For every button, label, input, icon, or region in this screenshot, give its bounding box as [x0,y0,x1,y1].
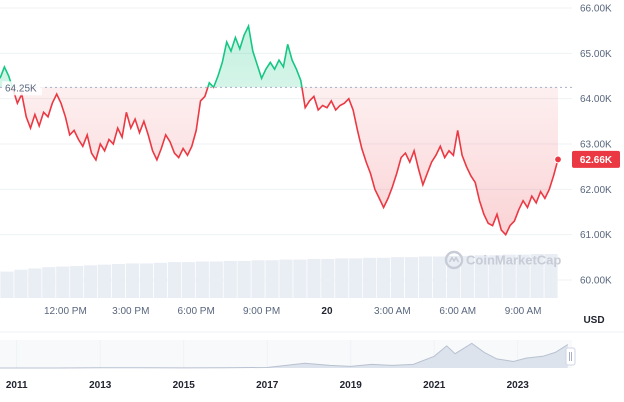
volume-bar [363,257,377,298]
overview-x-tick-label: 2011 [6,380,28,391]
y-tick-label: 66.00K [580,4,612,15]
volume-bar [321,259,335,298]
volume-bar [28,268,42,298]
volume-bar [56,266,70,298]
volume-bar [488,255,502,298]
overview-x-axis: 2011 2013 2015 2017 2019 2021 2023 [6,380,529,391]
volume-bar [377,257,391,298]
area-above-reference [0,26,558,88]
overview-x-tick-label: 2019 [340,380,363,391]
watermark-text: CoinMarketCap [466,253,561,268]
volume-bar [404,257,419,298]
price-line-above [0,23,303,88]
area-below-reference [12,87,558,235]
volume-bar [474,255,488,298]
x-tick-label: 3:00 AM [374,306,411,317]
x-tick-label: 6:00 PM [178,306,215,317]
volume-bar [293,259,307,298]
y-tick-label: 61.00K [580,230,612,241]
reference-price-label: 64.25K [5,83,37,94]
volume-bar [516,254,530,298]
y-tick-label: 65.00K [580,49,612,60]
volume-bar [139,263,154,298]
overview-x-tick-label: 2021 [423,380,446,391]
volume-bar [530,254,544,298]
y-tick-label: 63.00K [580,140,612,151]
x-axis: 12:00 PM 3:00 PM 6:00 PM 9:00 PM 20 3:00 AM 6:… [44,306,541,317]
reference-price-tag: 64.25K [2,81,42,96]
volume-bar [432,256,446,298]
volume-bar [335,258,349,298]
overview-x-tick-label: 2023 [507,380,530,391]
current-price-label: 62.66K [580,155,613,166]
volume-bar [195,261,209,298]
volume-bar [237,260,251,298]
volume-bar [502,254,516,298]
volume-bar [391,257,405,298]
x-tick-label: 3:00 PM [112,306,149,317]
volume-bars [0,254,558,298]
overview-x-tick-label: 2013 [89,380,112,391]
volume-bar [279,259,293,298]
volume-bar [307,259,321,298]
volume-bar [167,262,181,298]
x-tick-label: 9:00 PM [243,306,280,317]
currency-unit: USD [583,315,604,326]
current-price-badge: 62.66K [572,150,620,168]
volume-bar [223,260,237,298]
price-line-below [11,87,559,237]
volume-bar [125,263,140,298]
x-tick-label: 12:00 PM [44,306,87,317]
y-tick-label: 64.00K [580,94,612,105]
overview-area [0,343,568,368]
price-line [0,23,559,237]
volume-bar [84,265,98,298]
x-tick-label: 6:00 AM [439,306,476,317]
volume-bar [460,255,474,298]
volume-bar [181,262,195,298]
coinmarketcap-watermark: CoinMarketCap [444,250,561,270]
y-tick-label: 60.00K [580,276,612,287]
volume-bar [98,264,112,298]
overview-range-handle[interactable] [565,347,576,366]
volume-bar [14,269,28,298]
volume-bar [42,267,56,298]
overview-range-chart[interactable] [0,340,572,369]
y-axis: 66.00K 65.00K 64.00K 63.00K 62.00K 61.00K 60.0… [580,4,612,287]
coinmarketcap-logo-icon [444,250,464,270]
overview-line [0,342,569,369]
volume-bar [544,254,558,298]
volume-bar [251,260,265,298]
y-tick-label: 62.00K [580,185,612,196]
current-price-dot [554,155,562,164]
volume-bar [70,265,84,298]
overview-x-tick-label: 2015 [173,380,196,391]
volume-bar [209,261,223,298]
x-tick-label: 20 [321,306,333,317]
volume-bar [112,264,126,298]
volume-bar [0,271,14,298]
volume-bar [265,260,279,298]
volume-bar [418,256,433,298]
price-area-fill [0,26,558,235]
volume-bar [349,258,363,298]
overview-x-tick-label: 2017 [256,380,279,391]
volume-bar [153,262,167,298]
x-tick-label: 9:00 AM [505,306,542,317]
